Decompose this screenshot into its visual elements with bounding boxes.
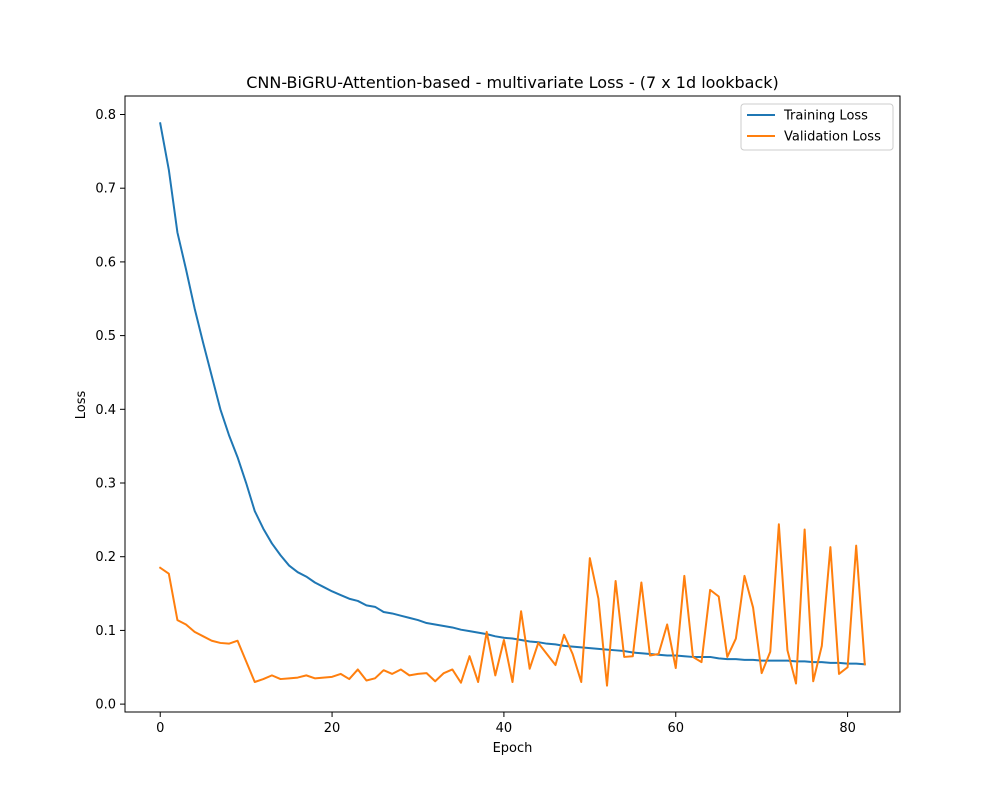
y-tick-label: 0.6 [95,255,116,270]
y-axis-label: Loss [74,391,89,420]
legend-label-validation-loss: Validation Loss [784,130,881,145]
y-tick-label: 0.4 [95,403,116,418]
y-tick-label: 0.5 [95,329,116,344]
series-line-validation-loss [158,523,866,687]
y-tick-label: 0.3 [95,477,116,492]
y-tick-label: 0.7 [95,182,116,197]
y-tick-label: 0.0 [95,698,116,713]
plot-area [124,95,901,713]
x-tick-label: 40 [496,721,513,736]
legend-label-training-loss: Training Loss [783,109,868,124]
x-tick-label: 80 [839,721,856,736]
x-tick-label: 0 [156,721,164,736]
axes-frame [124,95,901,713]
x-axis-label: Epoch [493,741,533,756]
series-line-training-loss [159,122,866,666]
y-tick-label: 0.8 [95,108,116,123]
x-tick-label: 20 [324,721,341,736]
y-tick-label: 0.1 [95,624,116,639]
y-tick-label: 0.2 [95,550,116,565]
legend-box [740,103,894,151]
x-axis-ticks: 0 20 40 60 80 [156,712,856,736]
y-axis-ticks: 0.0 0.1 0.2 0.3 0.4 0.5 0.6 0.7 0.8 [95,108,125,713]
chart-title: CNN-BiGRU-Attention-based - multivariate… [246,73,779,92]
x-tick-label: 60 [667,721,684,736]
legend: Training Loss Validation Loss [740,103,894,151]
